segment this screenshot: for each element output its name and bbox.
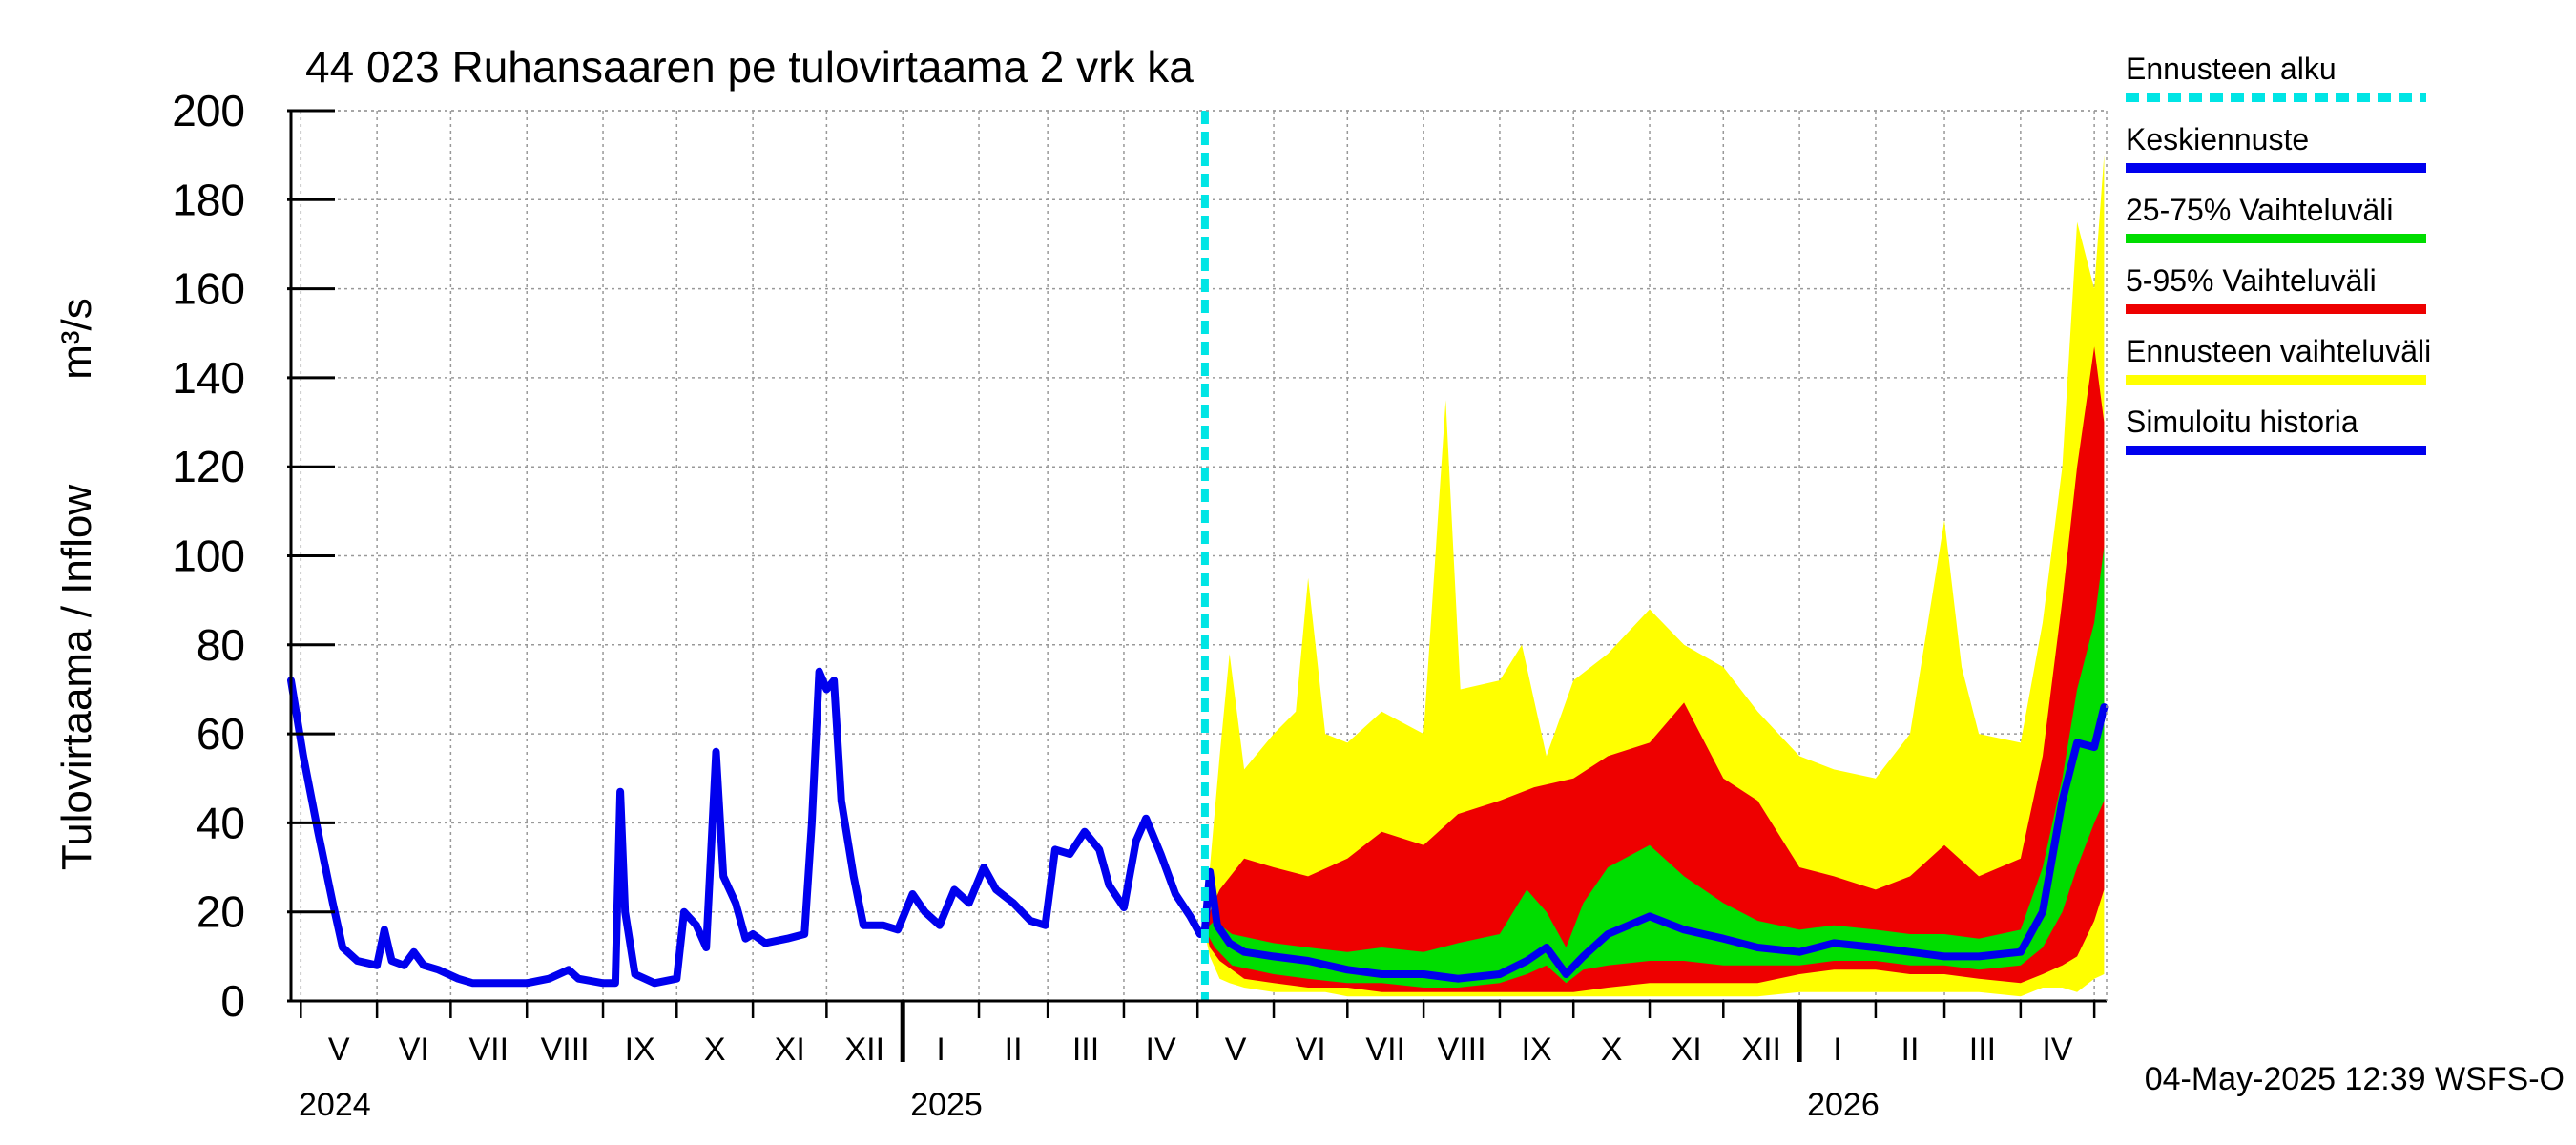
x-month-label: V [1225, 1031, 1247, 1068]
y-tick-label: 20 [197, 887, 245, 937]
x-month-label: XI [775, 1031, 805, 1068]
legend-label: Simuloitu historia [2126, 405, 2358, 439]
y-axis-label: Tulovirtaama / Inflow [53, 485, 100, 871]
x-month-label: VII [469, 1031, 509, 1068]
x-month-label: XI [1672, 1031, 1702, 1068]
legend-label: Ennusteen vaihteluväli [2126, 334, 2431, 368]
y-tick-label: 120 [172, 442, 245, 491]
x-year-label: 2024 [299, 1087, 371, 1123]
chart-title: 44 023 Ruhansaaren pe tulovirtaama 2 vrk… [305, 42, 1194, 92]
x-month-label: X [1601, 1031, 1623, 1068]
y-tick-label: 140 [172, 353, 245, 403]
x-month-label: VI [1296, 1031, 1326, 1068]
x-month-label: IX [625, 1031, 655, 1068]
legend-label: Keskiennuste [2126, 122, 2309, 156]
x-month-label: VII [1365, 1031, 1405, 1068]
x-month-label: V [328, 1031, 350, 1068]
y-tick-label: 80 [197, 620, 245, 670]
y-tick-label: 100 [172, 531, 245, 581]
series-simuloitu-historia [287, 667, 1209, 988]
x-month-label: XII [844, 1031, 884, 1068]
x-month-label: II [1901, 1031, 1920, 1068]
timestamp: 04-May-2025 12:39 WSFS-O [2145, 1061, 2565, 1097]
y-axis-unit: m³/s [53, 298, 100, 380]
x-month-label: IV [2042, 1031, 2072, 1068]
x-month-label: VIII [541, 1031, 590, 1068]
x-month-label: XII [1741, 1031, 1781, 1068]
legend-label: Ennusteen alku [2126, 52, 2337, 86]
y-tick-label: 200 [172, 86, 245, 135]
y-tick-label: 60 [197, 709, 245, 759]
band-25-75-vaihteluv-li [1204, 547, 2105, 988]
x-month-label: IV [1146, 1031, 1176, 1068]
band-ennusteen-vaihteluv-li [1204, 155, 2105, 997]
y-tick-label: 180 [172, 175, 245, 224]
series-keskiennuste [1200, 703, 2109, 983]
x-month-label: III [1969, 1031, 1996, 1068]
legend-label: 25-75% Vaihteluväli [2126, 193, 2393, 227]
y-tick-label: 160 [172, 264, 245, 314]
y-tick-label: 0 [220, 976, 245, 1026]
x-month-label: VI [399, 1031, 429, 1068]
x-year-label: 2026 [1807, 1087, 1880, 1123]
x-month-label: IX [1522, 1031, 1552, 1068]
x-month-label: III [1072, 1031, 1099, 1068]
x-month-label: I [1833, 1031, 1841, 1068]
x-year-label: 2025 [910, 1087, 983, 1123]
x-month-label: X [704, 1031, 726, 1068]
x-month-label: II [1005, 1031, 1023, 1068]
x-month-label: I [936, 1031, 945, 1068]
x-month-label: VIII [1438, 1031, 1486, 1068]
y-tick-label: 40 [197, 798, 245, 847]
legend-label: 5-95% Vaihteluväli [2126, 263, 2377, 298]
